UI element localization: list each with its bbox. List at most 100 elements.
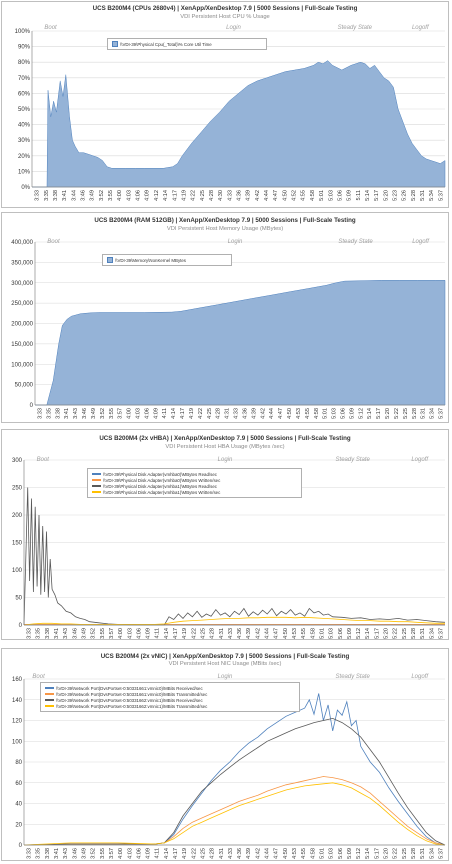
- phase-label: Login: [217, 457, 233, 463]
- legend-entry: \\VDI-39\Memory\NonKernel MBytes: [107, 257, 227, 263]
- x-tick-label: 4:14: [163, 190, 169, 201]
- phase-label: Steady State: [337, 25, 372, 31]
- legend-label: \\VDI-39\Network Port(DvsPortset-0:50331…: [56, 697, 203, 703]
- x-tick-label: 4:09: [146, 628, 152, 639]
- x-tick-label: 4:50: [283, 848, 289, 859]
- x-tick-label: 4:31: [219, 628, 225, 639]
- x-tick-label: 4:06: [136, 628, 142, 639]
- y-tick-label: 40: [15, 802, 22, 808]
- x-tick-label: 5:06: [341, 408, 347, 419]
- x-tick-label: 4:30: [218, 190, 224, 201]
- x-tick-label: 4:36: [237, 848, 243, 859]
- phase-label: Steady State: [335, 674, 370, 680]
- x-tick-label: 5:34: [429, 628, 435, 639]
- x-tick-label: 4:28: [210, 848, 216, 859]
- nic-chart-panel: UCS B200M4 (2x vNIC) | XenApp/XenDesktop…: [1, 648, 449, 861]
- y-tick-label: 100,000: [11, 362, 33, 368]
- x-tick-label: 4:53: [296, 408, 302, 419]
- x-tick-label: 4:52: [292, 190, 298, 201]
- x-tick-label: 5:37: [438, 190, 444, 201]
- x-tick-label: 3:46: [72, 628, 78, 639]
- x-tick-label: 3:35: [36, 848, 42, 859]
- chart-legend: \\VDI-39\Memory\NonKernel MBytes: [102, 254, 232, 266]
- x-tick-label: 4:25: [200, 628, 206, 639]
- chart-subtitle: VDI Persistent Host HBA Usage (MBytes /s…: [165, 444, 285, 450]
- x-tick-label: 4:47: [274, 848, 280, 859]
- x-tick-label: 4:42: [255, 848, 261, 859]
- x-tick-label: 4:50: [283, 628, 289, 639]
- x-tick-label: 5:20: [383, 190, 389, 201]
- legend-entry: \\VDI-39\Physical Cpu(_Total)\% Core Uti…: [112, 41, 262, 47]
- legend-entry: \\VDI-39\Physical Disk Adapter(vmhba1)\M…: [92, 489, 297, 495]
- y-tick-label: 80%: [18, 60, 31, 66]
- series-line: [23, 717, 446, 846]
- x-tick-label: 3:43: [63, 848, 69, 859]
- y-tick-label: 200: [12, 513, 23, 519]
- phase-label: Boot: [47, 239, 60, 245]
- chart-subtitle: VDI Persistent Host CPU % Usage: [180, 14, 270, 20]
- legend-label: \\VDI-39\Memory\NonKernel MBytes: [115, 257, 187, 263]
- hba-chart-panel: UCS B200M4 (2x vHBA) | XenApp/XenDesktop…: [1, 429, 449, 640]
- x-tick-label: 4:28: [210, 628, 216, 639]
- chart-legend: \\VDI-39\Physical Disk Adapter(vmhba0)\M…: [87, 468, 302, 498]
- y-tick-label: 10%: [18, 169, 31, 175]
- x-tick-label: 4:00: [118, 848, 124, 859]
- series-area: [32, 60, 446, 188]
- x-tick-label: 5:06: [338, 848, 344, 859]
- x-tick-label: 3:38: [45, 848, 51, 859]
- x-tick-label: 4:12: [154, 190, 160, 201]
- legend-label: \\VDI-39\Physical Disk Adapter(vmhba0)\M…: [103, 477, 221, 483]
- x-tick-label: 3:33: [27, 628, 33, 639]
- x-tick-label: 4:58: [310, 190, 316, 201]
- x-tick-label: 4:39: [246, 848, 252, 859]
- x-tick-label: 3:52: [99, 190, 105, 201]
- x-tick-label: 5:22: [394, 408, 400, 419]
- legend-label: \\VDI-39\Physical Disk Adapter(vmhba1)\M…: [103, 489, 221, 495]
- legend-entry: \\VDI-39\Network Port(DvsPortset-0:50331…: [45, 691, 295, 697]
- x-tick-label: 3:52: [91, 848, 97, 859]
- y-tick-label: 30%: [18, 138, 31, 144]
- x-tick-label: 5:20: [384, 628, 390, 639]
- x-tick-label: 3:41: [62, 190, 68, 201]
- x-tick-label: 4:36: [242, 408, 248, 419]
- y-tick-label: 100%: [15, 29, 31, 35]
- chart-title: UCS B200M4 (2x vHBA) | XenApp/XenDesktop…: [99, 435, 351, 442]
- chart-title: UCS B200M4 (CPUs 2680v4) | XenApp/XenDes…: [92, 5, 358, 12]
- y-tick-label: 100: [12, 739, 23, 745]
- y-tick-label: 20%: [18, 154, 31, 160]
- x-tick-label: 5:09: [347, 628, 353, 639]
- x-tick-label: 3:43: [63, 628, 69, 639]
- x-tick-label: 4:19: [181, 190, 187, 201]
- x-tick-label: 4:58: [310, 848, 316, 859]
- legend-entry: \\VDI-39\Physical Disk Adapter(vmhba1)\M…: [92, 483, 297, 489]
- x-tick-label: 4:55: [305, 408, 311, 419]
- x-tick-label: 5:22: [393, 628, 399, 639]
- x-tick-label: 4:25: [207, 408, 213, 419]
- phase-label: Login: [227, 239, 243, 245]
- x-tick-label: 4:39: [251, 408, 257, 419]
- x-tick-label: 3:38: [45, 628, 51, 639]
- x-tick-label: 5:34: [429, 190, 435, 201]
- phase-label: Login: [226, 25, 241, 31]
- y-tick-label: 200,000: [11, 322, 33, 328]
- x-tick-label: 3:57: [109, 848, 115, 859]
- y-tick-label: 150: [12, 541, 23, 547]
- legend-label: \\VDI-39\Network Port(DvsPortset-0:50331…: [56, 703, 208, 709]
- cpu-chart-panel: UCS B200M4 (CPUs 2680v4) | XenApp/XenDes…: [1, 1, 449, 208]
- x-tick-label: 4:22: [191, 628, 197, 639]
- x-tick-label: 3:57: [109, 628, 115, 639]
- x-tick-label: 5:28: [411, 848, 417, 859]
- x-tick-label: 4:55: [301, 848, 307, 859]
- legend-label: \\VDI-39\Network Port(DvsPortset-0:50331…: [56, 685, 203, 691]
- legend-entry: \\VDI-39\Network Port(DvsPortset-0:50331…: [45, 697, 295, 703]
- y-tick-label: 80: [15, 760, 22, 766]
- x-tick-label: 5:34: [429, 848, 435, 859]
- x-tick-label: 5:06: [337, 190, 343, 201]
- x-tick-label: 4:09: [145, 190, 151, 201]
- x-tick-label: 3:55: [100, 848, 106, 859]
- y-tick-label: 70%: [18, 76, 31, 82]
- x-tick-label: 5:23: [393, 190, 399, 201]
- legend-swatch: [92, 491, 101, 493]
- x-tick-label: 5:17: [374, 190, 380, 201]
- x-tick-label: 5:31: [421, 408, 427, 419]
